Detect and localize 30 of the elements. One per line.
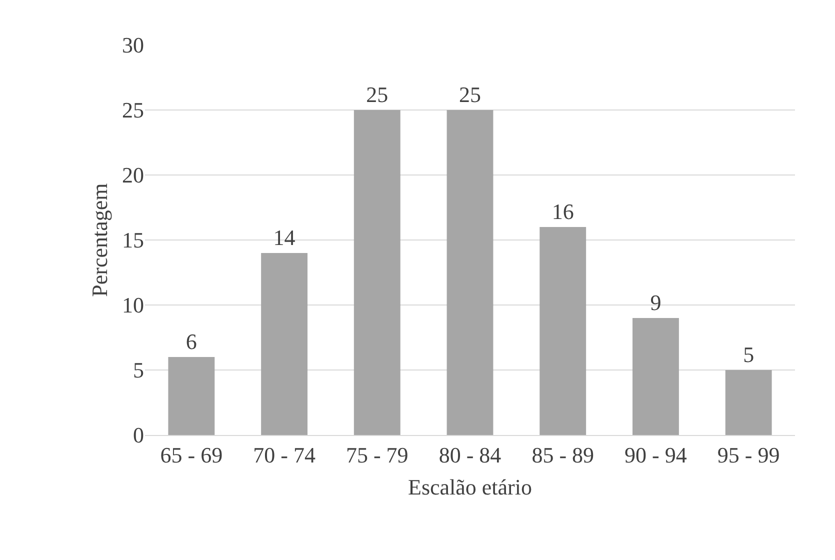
data-label: 25 [459,82,481,107]
y-tick-label: 10 [122,292,144,318]
bar [446,110,494,435]
bar [168,357,215,435]
data-label: 6 [186,329,197,354]
bar [354,110,400,435]
y-tick-label: 25 [122,98,144,123]
x-tick-label: 75 - 79 [346,442,408,468]
y-tick-label: 5 [133,358,144,383]
data-label: 16 [552,199,574,224]
y-tick-label: 20 [122,162,144,188]
data-label: 9 [650,290,662,315]
x-tick-label: 65 - 69 [160,442,223,468]
bar [725,370,772,435]
y-tick-label: 15 [122,228,144,253]
bar [540,227,586,435]
x-axis-title: Escalão etário [408,474,532,500]
x-tick-label: 90 - 94 [624,442,687,468]
data-label: 25 [366,82,388,107]
y-tick-label: 30 [122,32,144,58]
x-tick-label: 85 - 89 [532,442,594,468]
bar [632,318,679,435]
y-axis-title: Percentagem [86,183,112,297]
data-label: 5 [743,342,754,367]
y-tick-label: 0 [133,422,144,448]
bar [261,253,308,435]
data-label: 14 [273,225,296,250]
x-tick-label: 70 - 74 [253,442,316,468]
x-tick-label: 80 - 84 [438,442,502,468]
x-tick-label: 95 - 99 [717,442,780,468]
